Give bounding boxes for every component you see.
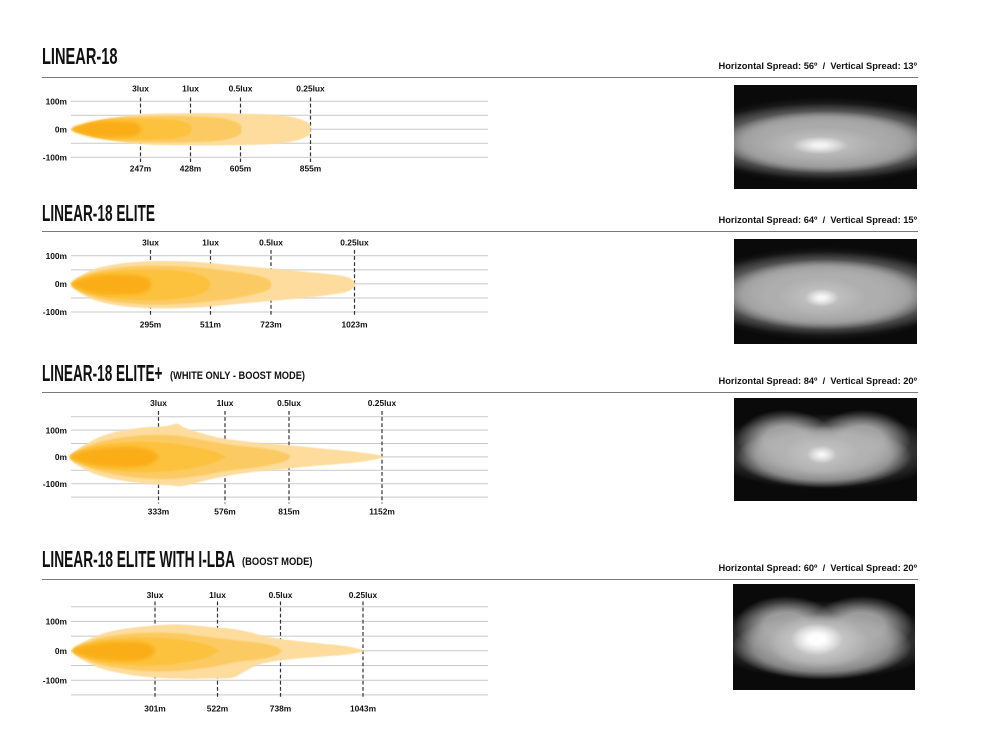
svg-text:1043m: 1043m (350, 704, 376, 714)
svg-text:0.25lux: 0.25lux (349, 590, 378, 600)
svg-text:301m: 301m (144, 704, 165, 714)
svg-text:0.5lux: 0.5lux (229, 83, 253, 93)
svg-text:1lux: 1lux (182, 83, 199, 93)
svg-text:-100m: -100m (43, 479, 67, 489)
svg-text:-100m: -100m (43, 675, 67, 685)
svg-text:0.25lux: 0.25lux (296, 83, 325, 93)
svg-text:428m: 428m (180, 164, 201, 174)
svg-text:815m: 815m (278, 507, 299, 517)
svg-text:576m: 576m (214, 507, 235, 517)
svg-text:333m: 333m (148, 507, 169, 517)
svg-text:1023m: 1023m (341, 320, 367, 330)
svg-text:0.25lux: 0.25lux (368, 398, 397, 408)
svg-text:1lux: 1lux (217, 398, 234, 408)
svg-text:0m: 0m (55, 125, 67, 135)
svg-text:3lux: 3lux (147, 590, 164, 600)
svg-text:100m: 100m (46, 251, 67, 261)
svg-text:3lux: 3lux (132, 83, 149, 93)
svg-text:0m: 0m (55, 646, 67, 656)
svg-text:1152m: 1152m (369, 507, 395, 517)
svg-text:295m: 295m (140, 320, 161, 330)
svg-text:738m: 738m (270, 704, 291, 714)
svg-text:0m: 0m (55, 279, 67, 289)
svg-text:-100m: -100m (43, 307, 67, 317)
svg-text:1lux: 1lux (202, 238, 219, 248)
svg-text:3lux: 3lux (150, 398, 167, 408)
svg-text:0.5lux: 0.5lux (269, 590, 293, 600)
svg-text:0m: 0m (55, 452, 67, 462)
svg-text:0.5lux: 0.5lux (277, 398, 301, 408)
svg-text:247m: 247m (130, 164, 151, 174)
svg-text:100m: 100m (46, 97, 67, 107)
svg-text:3lux: 3lux (142, 238, 159, 248)
svg-text:1lux: 1lux (209, 590, 226, 600)
svg-text:100m: 100m (46, 425, 67, 435)
svg-text:-100m: -100m (43, 153, 67, 163)
svg-text:0.25lux: 0.25lux (340, 238, 369, 248)
svg-text:100m: 100m (46, 617, 67, 627)
svg-text:605m: 605m (230, 164, 251, 174)
svg-text:723m: 723m (260, 320, 281, 330)
svg-text:511m: 511m (200, 320, 221, 330)
svg-text:522m: 522m (207, 704, 228, 714)
svg-text:855m: 855m (300, 164, 321, 174)
svg-text:0.5lux: 0.5lux (259, 238, 283, 248)
